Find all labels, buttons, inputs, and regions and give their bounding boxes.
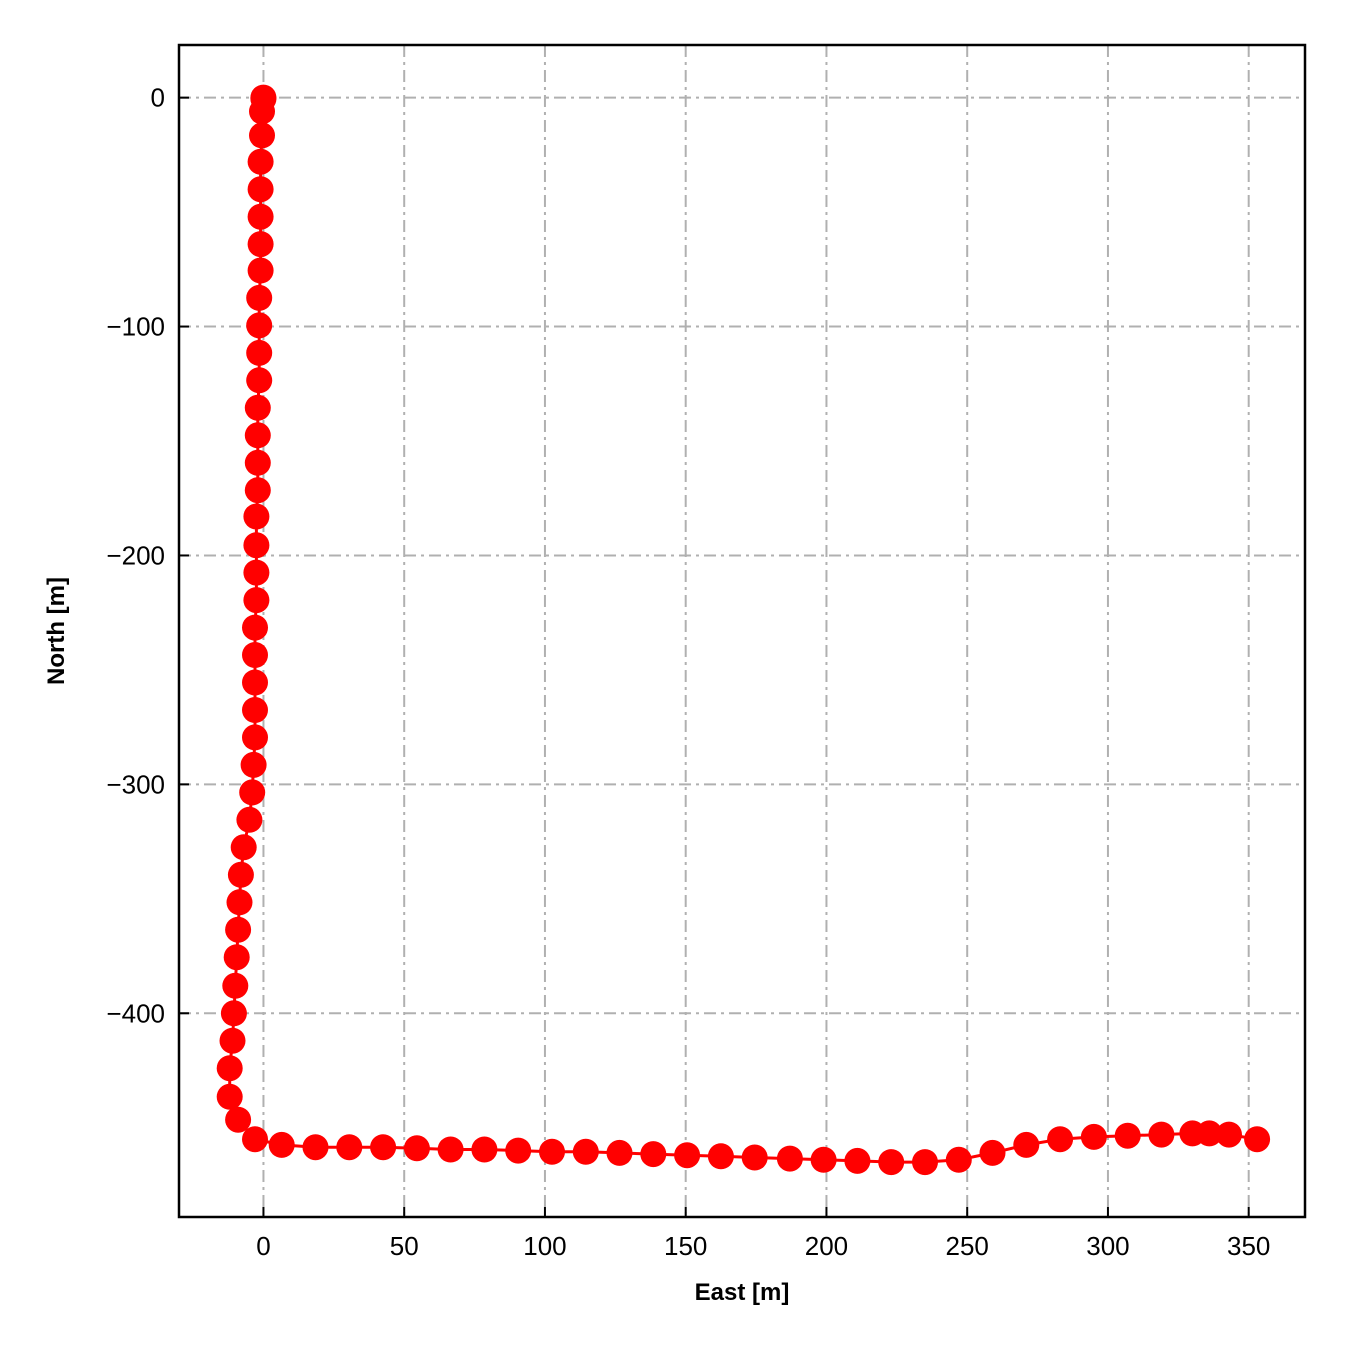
trajectory-point xyxy=(246,284,273,311)
trajectory-point xyxy=(243,587,270,614)
trajectory-point xyxy=(878,1149,905,1176)
trajectory-point xyxy=(216,1055,243,1082)
trajectory-point xyxy=(640,1141,667,1168)
trajectory-point xyxy=(302,1134,329,1161)
trajectory-point xyxy=(437,1136,464,1163)
trajectory-point xyxy=(1216,1121,1242,1148)
trajectory-point xyxy=(242,614,268,641)
trajectory-point xyxy=(844,1147,871,1174)
trajectory-point xyxy=(471,1136,498,1163)
x-tick-label: 50 xyxy=(390,1231,419,1261)
trajectory-point xyxy=(539,1138,565,1165)
trajectory-point xyxy=(1114,1122,1141,1149)
trajectory-point xyxy=(674,1142,701,1169)
x-tick-label: 350 xyxy=(1227,1231,1270,1261)
trajectory-point xyxy=(243,532,270,559)
trajectory-point xyxy=(249,122,275,149)
trajectory-point xyxy=(1047,1126,1074,1153)
trajectory-point xyxy=(1244,1126,1271,1153)
axis-ticks: 0 50 100 150 200 250 300 350 0 −100 −200 −300 −400 xyxy=(106,83,1270,1261)
trajectory-point xyxy=(223,944,250,971)
axes-frame xyxy=(177,43,1307,1219)
y-tick-label: −100 xyxy=(106,312,165,342)
trajectory-point xyxy=(606,1139,633,1166)
trajectory-point xyxy=(220,1000,247,1027)
trajectory-point xyxy=(242,724,268,751)
trajectory-point xyxy=(247,203,274,230)
grid xyxy=(179,45,1305,1217)
x-tick-label: 250 xyxy=(946,1231,989,1261)
trajectory-point xyxy=(242,697,268,723)
trajectory-point xyxy=(945,1146,972,1173)
x-tick-label: 100 xyxy=(523,1231,566,1261)
trajectory-point xyxy=(244,477,271,504)
trajectory-point xyxy=(912,1149,938,1176)
trajectory-point xyxy=(236,806,263,833)
trajectory-point xyxy=(979,1139,1006,1166)
trajectory-point xyxy=(240,751,267,778)
trajectory-point xyxy=(370,1134,397,1161)
x-tick-label: 200 xyxy=(805,1231,848,1261)
y-tick-label: −400 xyxy=(106,998,165,1028)
x-axis-label: East [m] xyxy=(695,1279,790,1306)
trajectory-point xyxy=(225,916,252,943)
trajectory-point xyxy=(222,972,249,999)
trajectory-point xyxy=(268,1131,295,1158)
trajectory-point xyxy=(243,559,270,586)
trajectory-point xyxy=(242,669,268,696)
trajectory-point xyxy=(246,367,273,394)
trajectory-point xyxy=(225,1106,252,1133)
trajectory-point xyxy=(219,1027,246,1054)
y-tick-label: 0 xyxy=(151,83,165,113)
trajectory-point xyxy=(242,1126,268,1153)
trajectory-point xyxy=(505,1137,532,1164)
trajectory-point xyxy=(244,449,271,476)
trajectory-point xyxy=(247,176,274,203)
trajectory-point xyxy=(246,339,273,366)
trajectory-point xyxy=(403,1135,430,1162)
trajectory-point xyxy=(1148,1121,1175,1148)
trajectory-point xyxy=(1196,1120,1223,1147)
x-tick-label: 150 xyxy=(664,1231,707,1261)
trajectory-point xyxy=(1013,1131,1040,1158)
y-tick-label: −300 xyxy=(106,769,165,799)
trajectory-point xyxy=(230,834,257,861)
trajectory-point xyxy=(242,642,268,668)
trajectory-point xyxy=(707,1143,734,1170)
trajectory-point xyxy=(741,1144,768,1171)
trajectory-point xyxy=(1080,1123,1107,1150)
trajectory-point xyxy=(244,422,271,449)
y-axis-label: North [m] xyxy=(43,577,70,685)
trajectory-point xyxy=(247,148,274,175)
trajectory-point xyxy=(247,231,274,258)
trajectory-point xyxy=(246,312,273,339)
trajectory-point xyxy=(776,1145,803,1172)
x-tick-label: 300 xyxy=(1086,1231,1129,1261)
trajectory-point xyxy=(243,503,270,530)
trajectory-point xyxy=(239,779,266,806)
trajectory-point xyxy=(227,861,254,888)
trajectory-point xyxy=(216,1083,243,1110)
x-tick-label: 0 xyxy=(256,1231,270,1261)
trajectory-point xyxy=(244,394,271,421)
trajectory-point xyxy=(810,1146,837,1173)
trajectory-point xyxy=(226,889,253,916)
plot-area xyxy=(216,84,1271,1176)
trajectory-point xyxy=(572,1138,599,1165)
trajectory-point xyxy=(247,257,274,284)
y-tick-label: −200 xyxy=(106,540,165,570)
trajectory-point xyxy=(336,1134,363,1161)
trajectory-point xyxy=(249,98,275,125)
